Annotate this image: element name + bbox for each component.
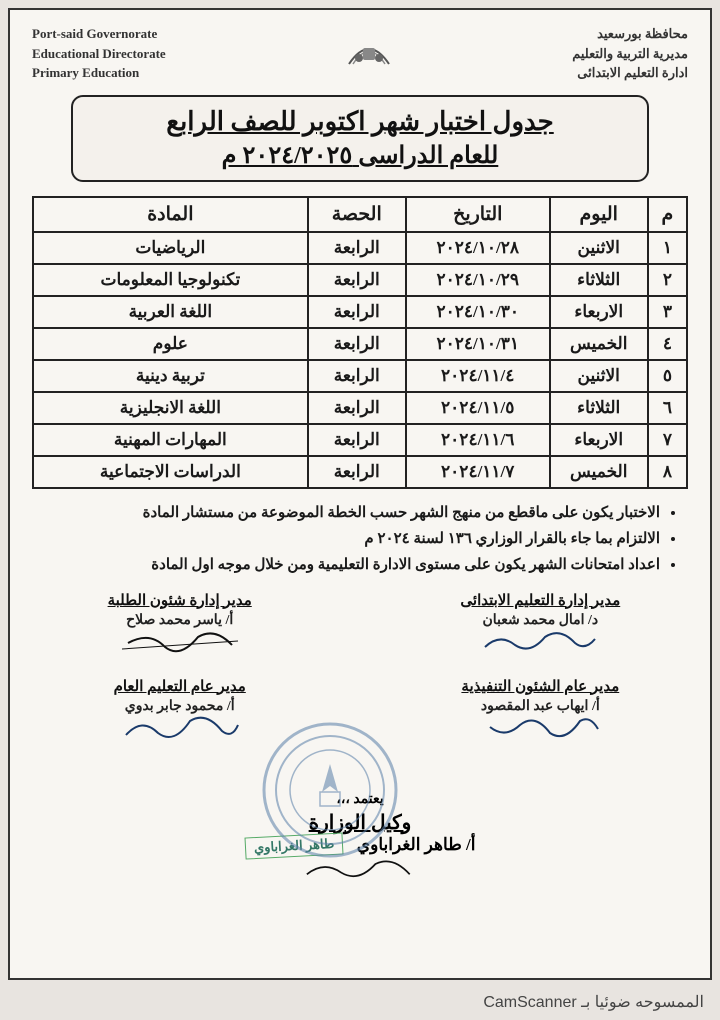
signature-title: مدير عام التعليم العام — [38, 677, 321, 696]
cell-day: الثلاثاء — [550, 264, 648, 296]
note-item: اعداد امتحانات الشهر يكون على مستوى الاد… — [42, 553, 660, 577]
cell-subject: اللغة العربية — [33, 296, 308, 328]
th-subject: المادة — [33, 197, 308, 232]
cell-num: ٢ — [648, 264, 687, 296]
cell-day: الخميس — [550, 456, 648, 488]
cell-period: الرابعة — [308, 232, 406, 264]
signature-title: مدير إدارة التعليم الابتدائى — [399, 591, 682, 610]
notes-list: الاختبار يكون على ماقطع من منهج الشهر حس… — [32, 501, 688, 577]
cell-period: الرابعة — [308, 424, 406, 456]
schedule-table: م اليوم التاريخ الحصة المادة ١ الاثنين ٢… — [32, 196, 688, 489]
signature-scribble-icon — [290, 857, 430, 883]
title-box: جدول اختبار شهر اكتوبر للصف الرابع للعام… — [71, 95, 648, 182]
cell-subject: الرياضيات — [33, 232, 308, 264]
cell-period: الرابعة — [308, 392, 406, 424]
th-date: التاريخ — [406, 197, 550, 232]
cell-day: الاربعاء — [550, 296, 648, 328]
title-line2: للعام الدراسى ٢٠٢٤/٢٠٢٥ م — [91, 141, 628, 170]
table-row: ٧ الاربعاء ٢٠٢٤/١١/٦ الرابعة المهارات ال… — [33, 424, 687, 456]
signature-title: مدير إدارة شئون الطلبة — [38, 591, 321, 610]
official-stamp-icon — [260, 720, 400, 860]
table-header-row: م اليوم التاريخ الحصة المادة — [33, 197, 687, 232]
cell-day: الاربعاء — [550, 424, 648, 456]
signature-name: د/ امال محمد شعبان — [399, 612, 682, 629]
table-row: ٣ الاربعاء ٢٠٢٤/١٠/٣٠ الرابعة اللغة العر… — [33, 296, 687, 328]
header-right-line3: ادارة التعليم الابتدائى — [572, 63, 688, 83]
header-left-line2: Educational Directorate — [32, 44, 166, 64]
cell-period: الرابعة — [308, 264, 406, 296]
header-right-block: محافظة بورسعيد مديرية التربية والتعليم ا… — [572, 24, 688, 83]
cell-period: الرابعة — [308, 360, 406, 392]
cell-date: ٢٠٢٤/١١/٥ — [406, 392, 550, 424]
title-line1: جدول اختبار شهر اكتوبر للصف الرابع — [91, 107, 628, 137]
camscanner-watermark: الممسوحه ضوئيا بـ CamScanner — [483, 992, 704, 1012]
cell-num: ٤ — [648, 328, 687, 360]
cell-subject: تربية دينية — [33, 360, 308, 392]
table-row: ٤ الخميس ٢٠٢٤/١٠/٣١ الرابعة علوم — [33, 328, 687, 360]
cell-period: الرابعة — [308, 456, 406, 488]
th-num: م — [648, 197, 687, 232]
cell-subject: اللغة الانجليزية — [33, 392, 308, 424]
header-right-line2: مديرية التربية والتعليم — [572, 44, 688, 64]
cell-date: ٢٠٢٤/١١/٤ — [406, 360, 550, 392]
cell-date: ٢٠٢٤/١١/٧ — [406, 456, 550, 488]
logo-icon — [334, 24, 404, 74]
cell-subject: المهارات المهنية — [33, 424, 308, 456]
cell-subject: الدراسات الاجتماعية — [33, 456, 308, 488]
header-left-block: Port-said Governorate Educational Direct… — [32, 24, 166, 83]
header-right-line1: محافظة بورسعيد — [572, 24, 688, 44]
signature-row-1: مدير إدارة التعليم الابتدائى د/ امال محم… — [38, 591, 682, 655]
signature-block-3: مدير عام الشئون التنفيذية أ/ ايهاب عبد ا… — [399, 677, 682, 741]
header-left-line1: Port-said Governorate — [32, 24, 166, 44]
cell-num: ٦ — [648, 392, 687, 424]
signature-block-1: مدير إدارة التعليم الابتدائى د/ امال محم… — [399, 591, 682, 655]
note-item: الاختبار يكون على ماقطع من منهج الشهر حس… — [42, 501, 660, 525]
cell-subject: تكنولوجيا المعلومات — [33, 264, 308, 296]
table-row: ٦ الثلاثاء ٢٠٢٤/١١/٥ الرابعة اللغة الانج… — [33, 392, 687, 424]
signature-scribble-icon — [399, 629, 682, 655]
note-item: الالتزام بما جاء بالقرار الوزاري ١٣٦ لسن… — [42, 527, 660, 551]
signature-name: أ/ ياسر محمد صلاح — [38, 612, 321, 629]
cell-num: ٧ — [648, 424, 687, 456]
th-period: الحصة — [308, 197, 406, 232]
cell-period: الرابعة — [308, 328, 406, 360]
signature-scribble-icon — [399, 715, 682, 741]
table-row: ٥ الاثنين ٢٠٢٤/١١/٤ الرابعة تربية دينية — [33, 360, 687, 392]
table-row: ٨ الخميس ٢٠٢٤/١١/٧ الرابعة الدراسات الاج… — [33, 456, 687, 488]
cell-subject: علوم — [33, 328, 308, 360]
th-day: اليوم — [550, 197, 648, 232]
cell-num: ١ — [648, 232, 687, 264]
cell-num: ٣ — [648, 296, 687, 328]
table-row: ١ الاثنين ٢٠٢٤/١٠/٢٨ الرابعة الرياضيات — [33, 232, 687, 264]
cell-day: الخميس — [550, 328, 648, 360]
cell-day: الثلاثاء — [550, 392, 648, 424]
cell-date: ٢٠٢٤/١٠/٣٠ — [406, 296, 550, 328]
signature-name: أ/ محمود جابر بدوي — [38, 698, 321, 715]
cell-day: الاثنين — [550, 232, 648, 264]
header: Port-said Governorate Educational Direct… — [32, 24, 688, 83]
header-left-line3: Primary Education — [32, 63, 166, 83]
signature-name: أ/ ايهاب عبد المقصود — [399, 698, 682, 715]
cell-date: ٢٠٢٤/١٠/٣١ — [406, 328, 550, 360]
cell-day: الاثنين — [550, 360, 648, 392]
signature-title: مدير عام الشئون التنفيذية — [399, 677, 682, 696]
cell-date: ٢٠٢٤/١٠/٢٩ — [406, 264, 550, 296]
signature-block-2: مدير إدارة شئون الطلبة أ/ ياسر محمد صلاح — [38, 591, 321, 655]
cell-period: الرابعة — [308, 296, 406, 328]
cell-date: ٢٠٢٤/١١/٦ — [406, 424, 550, 456]
cell-num: ٥ — [648, 360, 687, 392]
signature-scribble-icon — [38, 629, 321, 655]
cell-date: ٢٠٢٤/١٠/٢٨ — [406, 232, 550, 264]
cell-num: ٨ — [648, 456, 687, 488]
table-row: ٢ الثلاثاء ٢٠٢٤/١٠/٢٩ الرابعة تكنولوجيا … — [33, 264, 687, 296]
